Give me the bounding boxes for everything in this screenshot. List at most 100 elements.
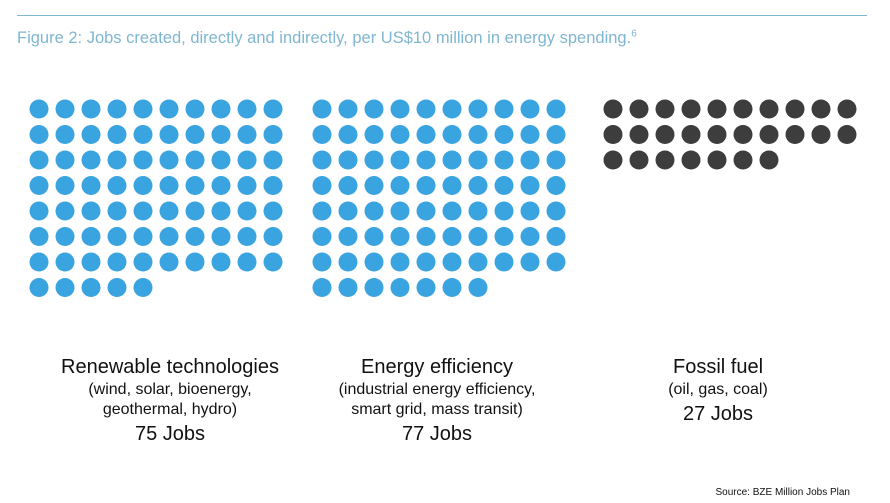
job-dot xyxy=(338,125,358,144)
job-dot xyxy=(390,176,410,195)
job-dot xyxy=(546,99,566,119)
job-dot xyxy=(629,150,649,170)
job-dot xyxy=(312,176,332,195)
job-dot xyxy=(707,150,727,170)
job-dot xyxy=(416,150,436,170)
top-rule xyxy=(17,15,867,16)
job-dot xyxy=(107,150,127,170)
job-dot xyxy=(55,176,75,195)
job-dot xyxy=(520,150,540,170)
job-dot xyxy=(785,99,805,119)
job-dot xyxy=(811,99,831,119)
job-dot xyxy=(81,278,101,297)
job-dot xyxy=(133,125,153,144)
job-dot xyxy=(263,227,283,246)
job-dot xyxy=(55,227,75,246)
job-dot xyxy=(785,125,805,144)
job-dot xyxy=(263,252,283,272)
job-dot xyxy=(468,227,488,246)
job-dot xyxy=(390,278,410,297)
job-dot xyxy=(390,150,410,170)
job-dot xyxy=(81,227,101,246)
dot-group-2 xyxy=(603,99,857,170)
job-dot xyxy=(237,176,257,195)
source-note: Source: BZE Million Jobs Plan xyxy=(715,487,850,498)
panel-label-renewable: Renewable technologies (wind, solar, bio… xyxy=(20,355,320,447)
job-dot xyxy=(133,227,153,246)
job-dot xyxy=(81,176,101,195)
job-dot xyxy=(442,227,462,246)
job-dot xyxy=(468,252,488,272)
job-dot xyxy=(237,201,257,221)
job-dot xyxy=(29,150,49,170)
job-dot xyxy=(312,125,332,144)
job-dot xyxy=(442,201,462,221)
job-dot xyxy=(681,150,701,170)
job-dot xyxy=(338,252,358,272)
dot-group-0 xyxy=(29,99,283,297)
job-dot xyxy=(312,252,332,272)
job-dot xyxy=(263,176,283,195)
job-dot xyxy=(211,99,231,119)
job-dot xyxy=(263,125,283,144)
panel-jobs: 77 Jobs xyxy=(401,423,473,445)
job-dot xyxy=(629,125,649,144)
job-dot xyxy=(442,150,462,170)
job-dot xyxy=(390,99,410,119)
job-dot xyxy=(390,252,410,272)
job-dot xyxy=(312,227,332,246)
job-dot xyxy=(759,125,779,144)
job-dot xyxy=(263,150,283,170)
job-dot xyxy=(312,201,332,221)
job-dot xyxy=(468,125,488,144)
job-dot xyxy=(338,150,358,170)
job-dot xyxy=(55,150,75,170)
job-dot xyxy=(29,201,49,221)
job-dot xyxy=(312,278,332,297)
job-dot xyxy=(468,176,488,195)
job-dot xyxy=(237,252,257,272)
job-dot xyxy=(338,201,358,221)
job-dot xyxy=(55,201,75,221)
job-dot xyxy=(546,227,566,246)
job-dot xyxy=(603,125,623,144)
job-dot xyxy=(442,176,462,195)
job-dot xyxy=(546,150,566,170)
job-dot xyxy=(442,252,462,272)
job-dot xyxy=(681,99,701,119)
job-dot xyxy=(494,99,514,119)
job-dot xyxy=(133,176,153,195)
figure-title: Figure 2: Jobs created, directly and ind… xyxy=(17,28,637,47)
job-dot xyxy=(546,125,566,144)
panel-jobs: 75 Jobs xyxy=(134,423,206,445)
job-dot xyxy=(546,201,566,221)
job-dot xyxy=(546,176,566,195)
job-dot xyxy=(237,99,257,119)
job-dot xyxy=(520,252,540,272)
job-dot xyxy=(29,176,49,195)
job-dot xyxy=(520,227,540,246)
job-dot xyxy=(364,99,384,119)
job-dot xyxy=(159,99,179,119)
job-dot xyxy=(263,99,283,119)
job-dot xyxy=(107,99,127,119)
job-dot xyxy=(442,99,462,119)
job-dot xyxy=(185,150,205,170)
job-dot xyxy=(133,150,153,170)
job-dot xyxy=(29,278,49,297)
job-dot xyxy=(416,278,436,297)
job-dot xyxy=(468,278,488,297)
job-dot xyxy=(364,125,384,144)
job-dot xyxy=(133,201,153,221)
job-dot xyxy=(494,252,514,272)
job-dot xyxy=(211,252,231,272)
job-dot xyxy=(707,99,727,119)
job-dot xyxy=(837,99,857,119)
job-dot xyxy=(494,176,514,195)
job-dot xyxy=(546,252,566,272)
job-dot xyxy=(733,99,753,119)
job-dot xyxy=(655,150,675,170)
job-dot xyxy=(733,150,753,170)
panel-name: Renewable technologies xyxy=(61,356,279,378)
panel-label-efficiency: Energy efficiency (industrial energy eff… xyxy=(287,355,587,447)
